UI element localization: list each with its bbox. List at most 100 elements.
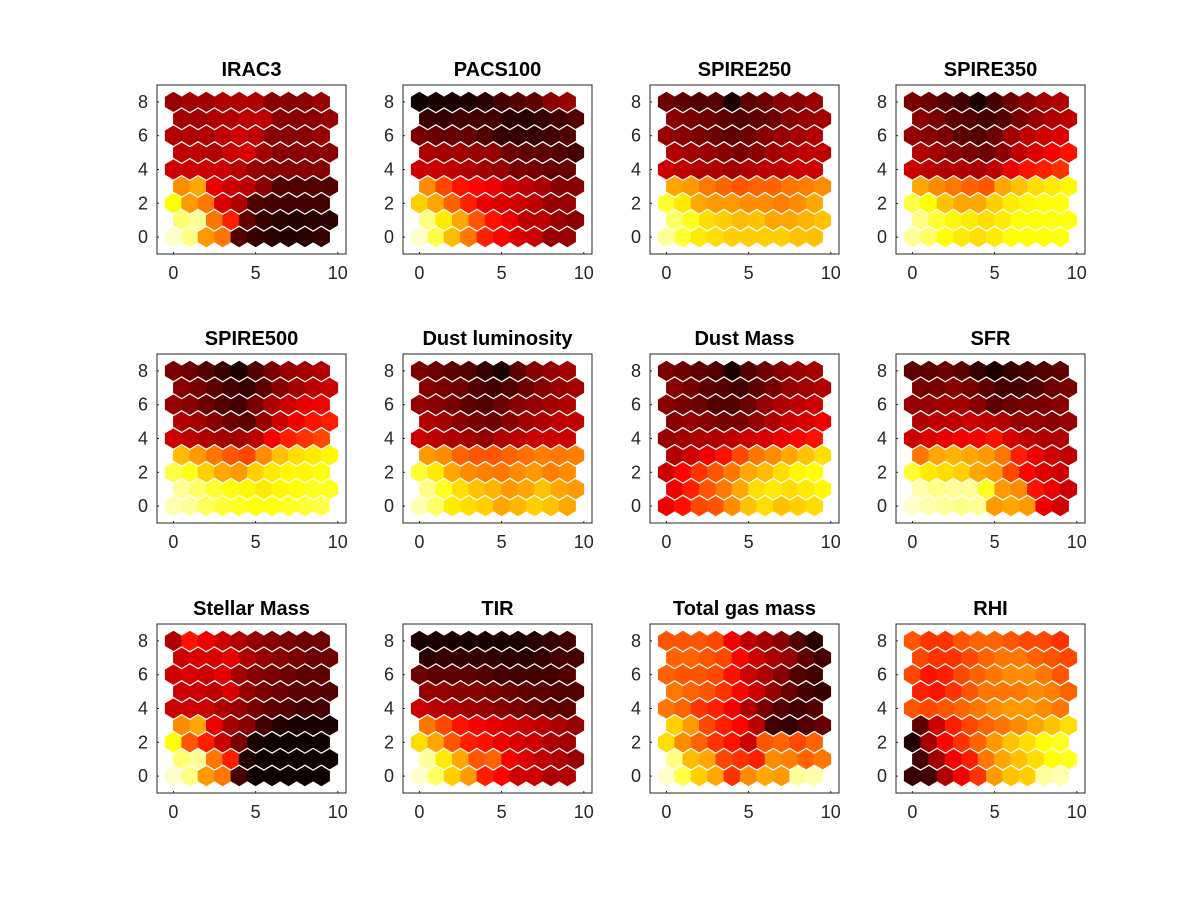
hex-cell: [813, 681, 832, 702]
hex-cell: [657, 698, 676, 719]
hex-cell: [214, 495, 232, 517]
hex-cell: [534, 108, 552, 129]
hex-cell: [813, 749, 832, 770]
hex-cell: [1018, 732, 1036, 753]
hex-cell: [427, 159, 445, 180]
hex-cell: [222, 210, 240, 231]
hex-cell: [189, 445, 207, 466]
hex-cell: [173, 176, 191, 197]
hex-cell: [698, 749, 717, 770]
hex-cell: [764, 445, 782, 466]
hex-cell: [1060, 210, 1078, 231]
hex-cell: [756, 630, 774, 652]
hex-cell: [263, 125, 281, 146]
hex-cell: [969, 360, 987, 382]
hex-cell: [550, 411, 568, 432]
hex-cell: [197, 765, 215, 787]
hex-cell: [764, 108, 782, 129]
hex-cell: [566, 445, 585, 466]
hex-cell: [296, 193, 314, 214]
hex-cell: [164, 394, 182, 415]
hex-cell: [509, 732, 527, 753]
hex-cell: [173, 210, 191, 231]
hex-cell: [197, 462, 215, 483]
hex-cell: [509, 159, 527, 180]
hex-cell: [566, 210, 585, 231]
hex-cell: [517, 108, 535, 129]
hex-cell: [657, 462, 676, 483]
hex-cell: [476, 765, 494, 787]
hex-cell: [698, 377, 717, 398]
y-tick-label: 4: [631, 160, 641, 180]
hex-cell: [748, 647, 766, 668]
hex-cell: [501, 479, 519, 500]
hex-cell: [723, 664, 741, 685]
hex-cell: [542, 193, 560, 214]
hex-cell: [443, 664, 461, 685]
y-tick-label: 8: [138, 631, 148, 651]
hex-cell: [550, 647, 568, 668]
hex-cell: [1027, 749, 1045, 770]
hex-cell: [698, 715, 717, 736]
hex-cell: [1002, 428, 1020, 449]
hex-cell: [263, 732, 281, 753]
hex-cell: [936, 495, 954, 517]
panel-6: Dust luminosity 0 5 10 0 2 4 6 8: [384, 328, 594, 552]
y-tick-label: 8: [877, 631, 887, 651]
hex-cell: [550, 715, 568, 736]
hex-cell: [214, 193, 232, 214]
hex-cell: [1035, 495, 1053, 517]
hex-cell: [953, 732, 971, 753]
hex-cell: [977, 176, 995, 197]
hex-cell: [682, 411, 700, 432]
hex-cell: [255, 445, 273, 466]
hex-cell: [912, 445, 930, 466]
hex-cell: [501, 749, 519, 770]
hex-cell: [1051, 765, 1069, 787]
hex-cell: [805, 226, 823, 248]
hex-cell: [1060, 411, 1078, 432]
hex-cell: [953, 125, 971, 146]
x-tick-label: 5: [251, 802, 261, 822]
hex-cell: [189, 647, 207, 668]
hex-cell: [181, 765, 199, 787]
panel-title: Dust Mass: [694, 328, 794, 350]
hex-cell: [279, 125, 298, 146]
hex-cell: [928, 108, 946, 129]
hex-cell: [271, 749, 289, 770]
hex-cell: [772, 360, 791, 382]
hex-cell: [206, 445, 224, 466]
hex-cell: [805, 193, 823, 214]
hex-cell: [903, 462, 922, 483]
hex-cell: [222, 108, 240, 129]
hex-cell: [247, 630, 265, 652]
hex-cell: [1002, 360, 1020, 382]
hex-cell: [509, 698, 527, 719]
hex-cell: [1018, 462, 1036, 483]
hex-cell: [320, 411, 339, 432]
hex-cell: [427, 765, 445, 787]
hex-cell: [764, 681, 782, 702]
hex-cell: [936, 125, 954, 146]
hex-cell: [944, 108, 963, 129]
hex-cell: [206, 479, 224, 500]
hex-cell: [173, 479, 191, 500]
hex-cell: [772, 394, 791, 415]
hex-cell: [288, 445, 306, 466]
hex-cell: [222, 749, 240, 770]
hex-cell: [715, 176, 733, 197]
hex-cell: [920, 428, 938, 449]
hex-cell: [969, 765, 987, 787]
hex-cell: [501, 142, 519, 163]
hex-cell: [756, 698, 774, 719]
hex-cell: [509, 125, 527, 146]
hex-cell: [740, 732, 758, 753]
hex-cell: [263, 462, 281, 483]
hex-cell: [698, 142, 717, 163]
hex-cell: [666, 479, 684, 500]
hex-cell: [813, 210, 832, 231]
hex-cell: [558, 495, 576, 517]
hex-cell: [748, 479, 766, 500]
hex-cell: [723, 495, 741, 517]
hex-cell: [435, 445, 453, 466]
